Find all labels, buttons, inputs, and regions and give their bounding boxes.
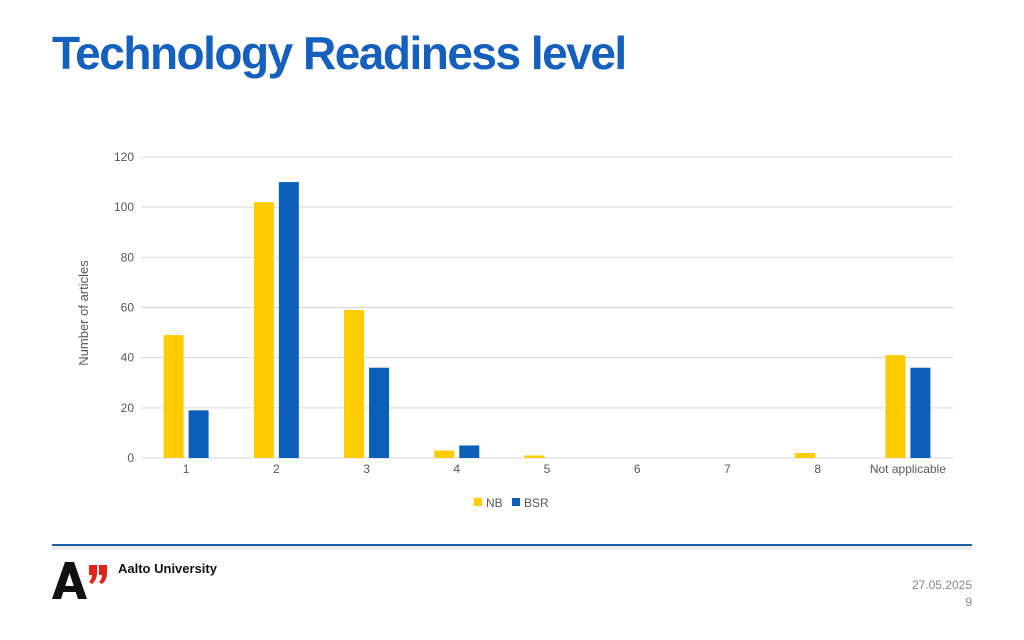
x-tick-label: 4 [453, 462, 460, 476]
bars [163, 182, 931, 459]
bar-bsr-not-applicable [910, 367, 931, 458]
y-tick-labels: 0 20 40 60 80 100 120 [114, 150, 134, 465]
bar-nb-2 [253, 202, 274, 458]
x-tick-label: 6 [634, 462, 641, 476]
y-tick-label: 0 [127, 451, 134, 465]
bar-chart: 0 20 40 60 80 100 120 Number of articles 1 2 3 4 5… [76, 150, 953, 510]
x-tick-labels: 1 2 3 4 5 6 7 8 Not applicable [183, 462, 946, 476]
x-tick-label: 2 [273, 462, 280, 476]
legend-swatch-nb [474, 498, 482, 506]
page-number: 9 [965, 595, 972, 609]
bar-bsr-1 [188, 410, 209, 458]
y-tick-label: 80 [121, 250, 135, 264]
y-axis-label: Number of articles [76, 260, 91, 366]
bar-nb-3 [344, 310, 365, 458]
bar-nb-8 [795, 452, 816, 458]
slide-date: 27.05.2025 [911, 578, 972, 592]
legend: NB BSR [474, 496, 549, 510]
legend-label-nb: NB [486, 496, 503, 510]
footer-divider-shadow [52, 546, 972, 550]
footer-divider [52, 544, 972, 546]
y-tick-label: 60 [121, 301, 135, 315]
bar-bsr-4 [459, 445, 480, 458]
y-tick-label: 20 [121, 401, 135, 415]
bar-nb-not-applicable [885, 355, 906, 458]
x-tick-label: Not applicable [870, 462, 946, 476]
x-tick-label: 1 [183, 462, 190, 476]
x-tick-label: 3 [363, 462, 370, 476]
bar-bsr-2 [278, 182, 299, 459]
y-tick-label: 100 [114, 200, 134, 214]
gridlines [141, 156, 953, 409]
university-name: Aalto University [118, 561, 217, 576]
x-tick-label: 5 [544, 462, 551, 476]
x-tick-label: 8 [814, 462, 821, 476]
slide-title: Technology Readiness level [52, 27, 627, 79]
y-tick-label: 120 [114, 150, 134, 164]
aalto-logo-icon [52, 562, 107, 599]
bar-nb-4 [434, 450, 455, 458]
legend-label-bsr: BSR [524, 496, 549, 510]
y-tick-label: 40 [121, 351, 135, 365]
bar-bsr-3 [369, 367, 390, 458]
bar-nb-1 [163, 335, 184, 458]
bar-nb-5 [524, 455, 545, 458]
legend-swatch-bsr [512, 498, 520, 506]
x-tick-label: 7 [724, 462, 731, 476]
